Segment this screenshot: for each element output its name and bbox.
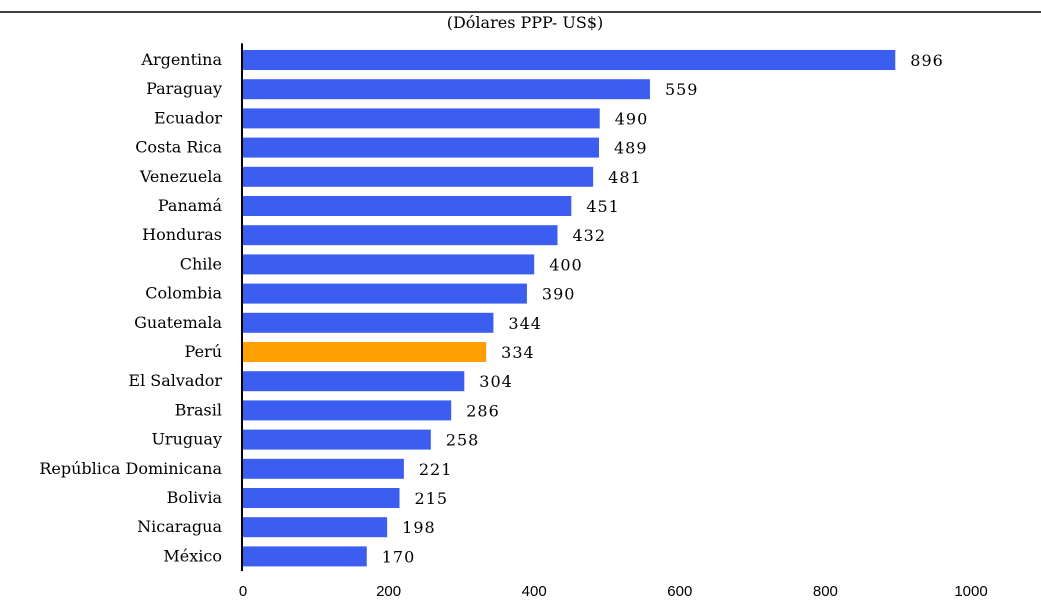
bar-el-salvador bbox=[243, 371, 465, 392]
bar-chile bbox=[243, 254, 535, 275]
bars-group bbox=[243, 50, 896, 567]
x-tick-labels-group: 0 200 400 600 800 1000 bbox=[239, 583, 988, 600]
bar-nicaragua bbox=[243, 517, 388, 538]
bar-honduras bbox=[243, 225, 558, 246]
value-label-argentina: 896 bbox=[910, 51, 944, 70]
x-tick-label-600: 600 bbox=[667, 583, 692, 600]
value-label-mexico: 170 bbox=[382, 547, 416, 566]
bar-republica-dominicana bbox=[243, 458, 404, 479]
category-label-chile: Chile bbox=[180, 254, 222, 273]
category-label-bolivia: Bolivia bbox=[167, 488, 223, 507]
category-label-el-salvador: El Salvador bbox=[128, 371, 222, 390]
category-label-peru: Perú bbox=[185, 342, 222, 361]
category-label-brasil: Brasil bbox=[175, 400, 222, 419]
category-label-venezuela: Venezuela bbox=[139, 167, 223, 186]
value-label-peru: 334 bbox=[501, 343, 535, 362]
x-tick-label-0: 0 bbox=[239, 583, 247, 600]
value-label-venezuela: 481 bbox=[608, 168, 642, 187]
category-labels-group: Argentina Paraguay Ecuador Costa Rica Venezu… bbox=[39, 50, 222, 565]
bar-argentina bbox=[243, 50, 896, 70]
x-tick-label-800: 800 bbox=[813, 583, 838, 600]
bar-costa-rica bbox=[243, 137, 599, 158]
value-label-uruguay: 258 bbox=[446, 431, 480, 450]
x-tick-label-200: 200 bbox=[376, 583, 401, 600]
bar-bolivia bbox=[243, 488, 400, 508]
x-tick-label-1000: 1000 bbox=[954, 583, 987, 600]
value-label-paraguay: 559 bbox=[665, 80, 699, 99]
bar-peru bbox=[243, 342, 487, 362]
bar-paraguay bbox=[243, 79, 650, 100]
value-label-republica-dominicana: 221 bbox=[419, 460, 453, 479]
bar-venezuela bbox=[243, 166, 594, 187]
bar-brasil bbox=[243, 400, 452, 421]
category-label-guatemala: Guatemala bbox=[134, 313, 222, 332]
category-label-argentina: Argentina bbox=[140, 50, 222, 69]
category-label-panama: Panamá bbox=[158, 196, 223, 215]
category-label-colombia: Colombia bbox=[145, 284, 222, 303]
category-label-honduras: Honduras bbox=[142, 225, 222, 244]
bar-mexico bbox=[243, 546, 367, 567]
value-label-colombia: 390 bbox=[542, 285, 576, 304]
bar-uruguay bbox=[243, 429, 431, 450]
value-label-bolivia: 215 bbox=[415, 489, 449, 508]
category-label-ecuador: Ecuador bbox=[154, 108, 222, 127]
value-label-panama: 451 bbox=[586, 197, 620, 216]
value-label-costa-rica: 489 bbox=[614, 139, 648, 158]
bar-panama bbox=[243, 196, 572, 216]
category-label-nicaragua: Nicaragua bbox=[137, 517, 222, 536]
value-label-honduras: 432 bbox=[572, 226, 606, 245]
bar-colombia bbox=[243, 283, 527, 304]
category-label-costa-rica: Costa Rica bbox=[135, 138, 222, 157]
value-label-el-salvador: 304 bbox=[479, 372, 513, 391]
value-label-guatemala: 344 bbox=[508, 314, 542, 333]
value-label-brasil: 286 bbox=[466, 401, 500, 420]
category-label-paraguay: Paraguay bbox=[146, 79, 222, 98]
value-label-nicaragua: 198 bbox=[402, 518, 436, 537]
category-label-mexico: México bbox=[163, 546, 222, 565]
category-label-republica-dominicana: República Dominicana bbox=[39, 459, 222, 478]
value-label-ecuador: 490 bbox=[615, 109, 649, 128]
category-label-uruguay: Uruguay bbox=[151, 430, 222, 449]
chart-subtitle: (Dólares PPP- US$) bbox=[447, 13, 604, 32]
x-tick-label-400: 400 bbox=[522, 583, 547, 600]
bar-ecuador bbox=[243, 108, 600, 129]
bar-guatemala bbox=[243, 312, 494, 333]
value-label-chile: 400 bbox=[549, 255, 583, 274]
